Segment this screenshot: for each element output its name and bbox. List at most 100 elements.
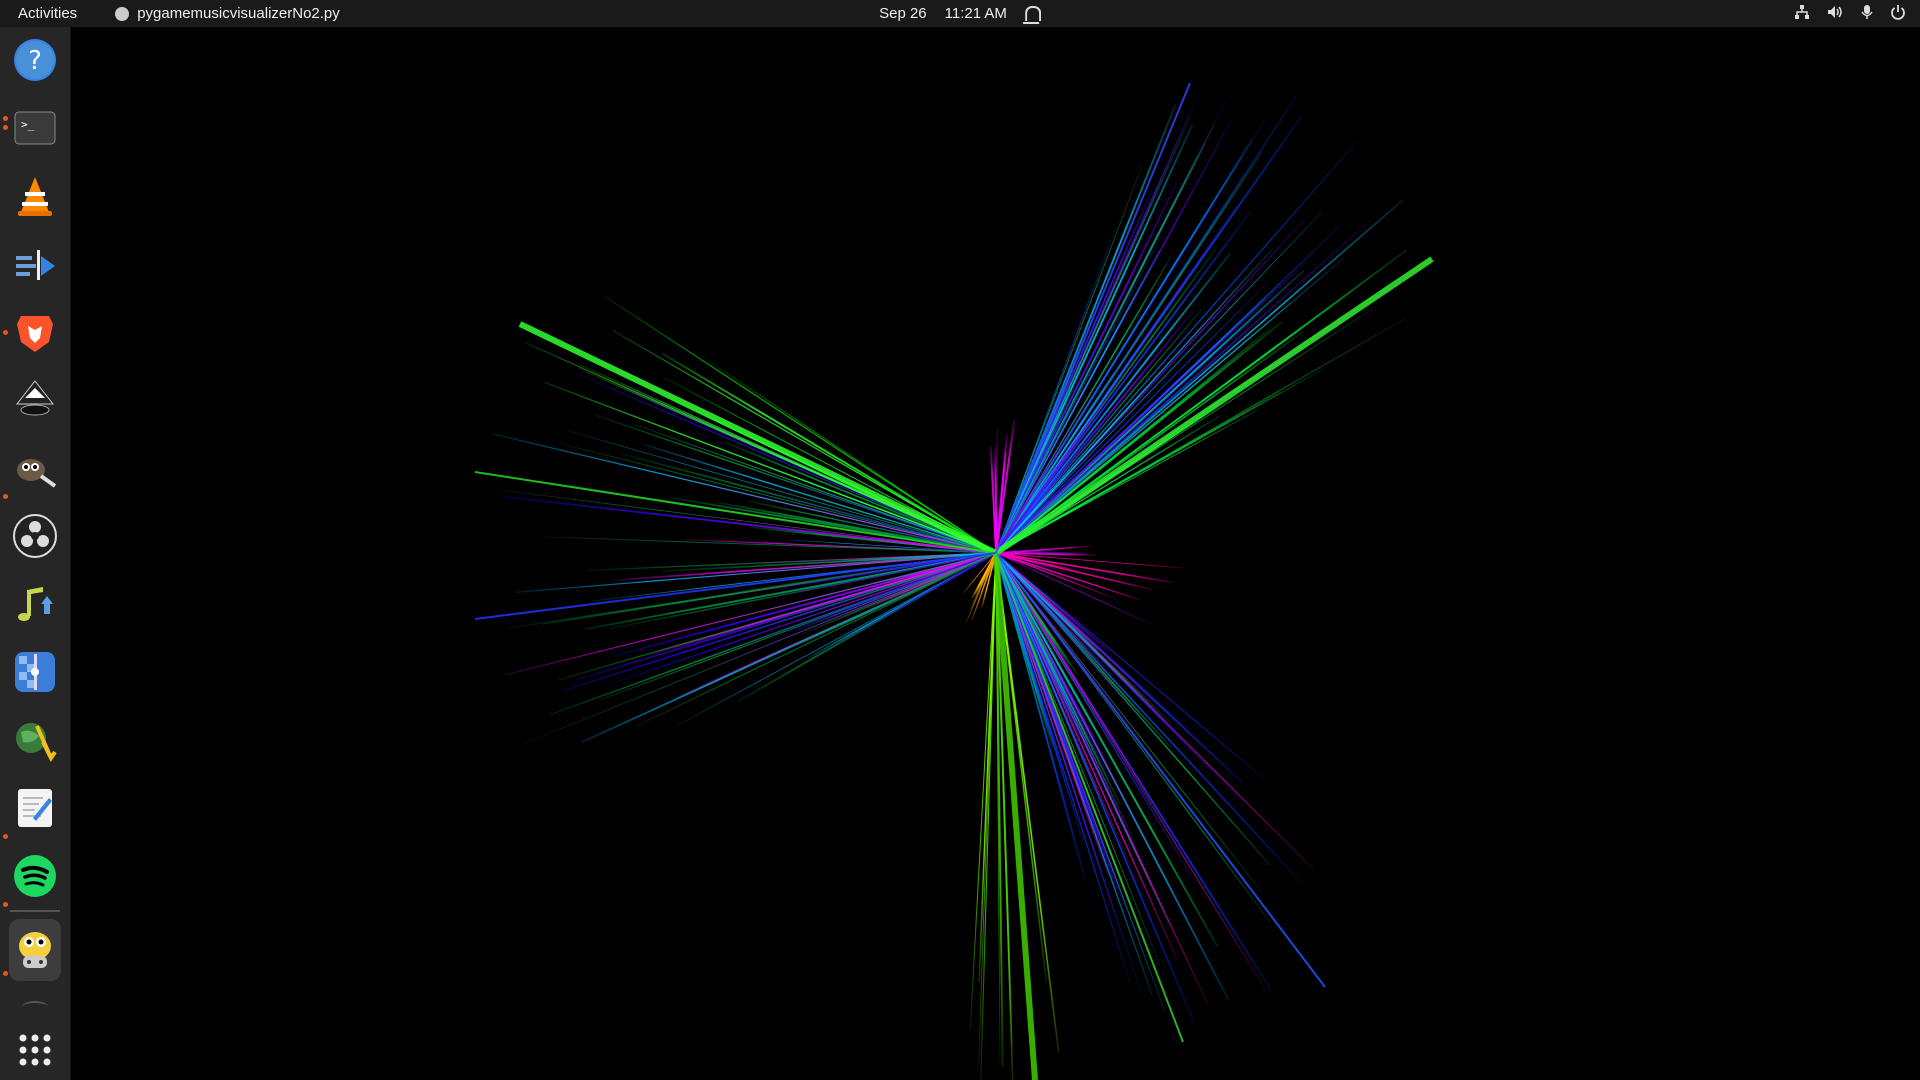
- inkscape-icon: [15, 380, 55, 416]
- visualizer-ray: [580, 552, 997, 744]
- visualizer-beam: [518, 321, 998, 556]
- visualizer-ray: [995, 119, 1266, 554]
- dock-text-editor[interactable]: [9, 782, 61, 834]
- dock-pygame[interactable]: [9, 919, 61, 981]
- notification-bell-icon[interactable]: [1022, 6, 1041, 24]
- dock-gimp[interactable]: [9, 442, 61, 494]
- visualizer-ray: [980, 552, 997, 1080]
- svg-text:?: ?: [28, 46, 42, 76]
- visualizer-ray: [971, 552, 997, 621]
- app-menu[interactable]: pygamemusicvisualizerNo2.py: [115, 5, 340, 22]
- visualizer-ray: [650, 552, 997, 656]
- visualizer-ray: [611, 552, 997, 685]
- clock-date: Sep 26: [879, 5, 927, 22]
- visualizer-ray: [995, 154, 1199, 554]
- visualizer-ray: [995, 249, 1408, 554]
- visualizer-ray: [610, 552, 997, 630]
- dock-music-tool[interactable]: [9, 578, 61, 630]
- visualizer-canvas[interactable]: [70, 27, 1920, 1080]
- clock-time: 11:21 AM: [944, 5, 1007, 22]
- visualizer-ray: [995, 117, 1191, 554]
- visualizer-ray: [995, 552, 1272, 991]
- scroll-hint-icon: [22, 1001, 48, 1013]
- terminal-icon: >_: [14, 111, 56, 145]
- visualizer-ray: [995, 370, 1116, 554]
- dock-help[interactable]: ?: [9, 34, 61, 86]
- visualizer-ray: [520, 552, 997, 746]
- visualizer-ray: [995, 199, 1404, 554]
- microphone-icon[interactable]: [1860, 4, 1874, 23]
- activities-button[interactable]: Activities: [18, 5, 78, 22]
- visualizer-ray: [995, 552, 1013, 1046]
- visualizer-ray: [995, 552, 1071, 667]
- visualizer-ray: [662, 552, 997, 572]
- music-note-icon: [18, 587, 53, 621]
- visualizer-ray: [978, 552, 997, 983]
- visualizer-ray: [995, 552, 1173, 584]
- visualizer-ray: [995, 227, 1166, 554]
- visualizer-ray: [786, 539, 997, 554]
- visualizer-ray: [995, 552, 1111, 770]
- visualizer-ray: [995, 552, 1186, 569]
- clock[interactable]: Sep 26 11:21 AM: [879, 5, 1041, 24]
- dock-qgis[interactable]: [9, 714, 61, 766]
- visualizer-ray: [504, 552, 997, 676]
- dock-vlc[interactable]: [9, 170, 61, 222]
- volume-icon[interactable]: [1826, 4, 1844, 23]
- spotify-icon: [14, 855, 56, 897]
- dock-brave[interactable]: [9, 306, 61, 358]
- visualizer-ray: [502, 495, 997, 554]
- visualizer-ray: [995, 552, 1080, 584]
- network-icon[interactable]: [1794, 4, 1810, 23]
- visualizer-ray: [995, 552, 1304, 886]
- visualizer-ray: [995, 552, 1195, 881]
- show-apps-grid-icon: [19, 1034, 51, 1066]
- visualizer-ray: [792, 552, 997, 632]
- visualizer-ray: [995, 552, 1068, 573]
- brave-lion-icon: [17, 316, 53, 352]
- visualizer-ray: [995, 309, 1195, 554]
- visualizer-ray: [995, 281, 1270, 554]
- obs-icon: [13, 514, 57, 558]
- visualizer-ray: [550, 552, 997, 716]
- visualizer-ray: [995, 545, 1092, 554]
- visualizer-ray: [566, 430, 997, 554]
- dock-inkscape[interactable]: [9, 374, 61, 426]
- visualizer-ray: [995, 182, 1178, 554]
- visualizer-ray: [995, 552, 1087, 882]
- visualizer-ray: [995, 552, 1168, 723]
- visualizer-ray: [995, 140, 1359, 554]
- globe-app-icon: [16, 723, 57, 762]
- visualizer-ray: [595, 414, 997, 554]
- visualizer-ray: [995, 211, 1323, 554]
- show-apps-button[interactable]: [9, 1024, 61, 1076]
- dock-screen-tool[interactable]: [9, 646, 61, 698]
- dock-obs[interactable]: [9, 510, 61, 562]
- visualizer-beam: [993, 552, 1038, 1080]
- visualizer-ray: [661, 352, 997, 554]
- visualizer-ray: [515, 552, 997, 593]
- system-tray[interactable]: [1794, 4, 1906, 23]
- visualizer-ray: [618, 552, 997, 581]
- visualizer-ray: [995, 552, 1087, 555]
- visualizer-ray: [995, 552, 1085, 845]
- visualizer-ray: [995, 260, 1308, 554]
- text-editor-icon: [18, 789, 52, 827]
- visualizer-beam: [474, 552, 997, 620]
- visualizer-ray: [995, 223, 1118, 554]
- music-visualizer-rays: [474, 82, 1434, 1080]
- dock-terminal[interactable]: >_: [9, 102, 61, 154]
- visualizer-ray: [995, 219, 1372, 554]
- dock-kdenlive[interactable]: [9, 238, 61, 290]
- visualizer-ray: [995, 552, 1219, 948]
- visualizer-ray: [995, 552, 1271, 866]
- power-icon[interactable]: [1890, 4, 1906, 23]
- visualizer-ray: [995, 318, 1405, 554]
- visualizer-ray: [542, 536, 997, 554]
- visualizer-ray: [644, 444, 997, 554]
- visualizer-ray: [718, 501, 997, 554]
- visualizer-ray: [995, 419, 1016, 554]
- dock-spotify[interactable]: [9, 850, 61, 902]
- visualizer-ray: [558, 442, 997, 554]
- visualizer-ray: [995, 211, 1252, 554]
